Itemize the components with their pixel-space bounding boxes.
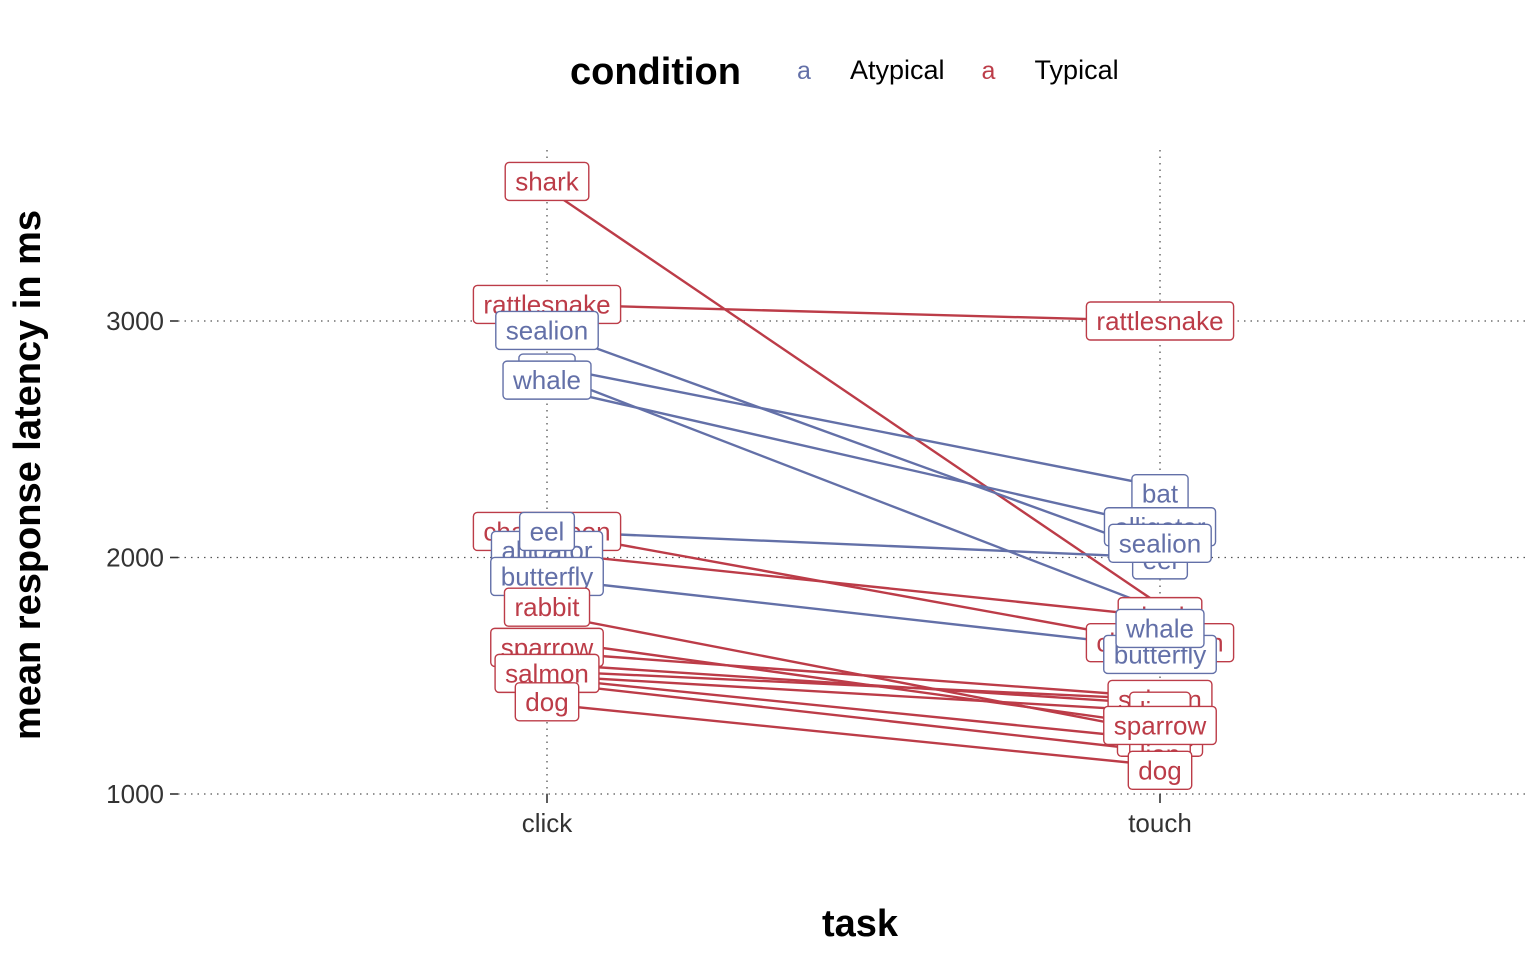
point-label-text: whale bbox=[1125, 613, 1194, 643]
point-label-box bbox=[518, 511, 576, 552]
x-axis-title: task bbox=[822, 903, 899, 945]
point-label: whale bbox=[502, 360, 592, 400]
series-line bbox=[546, 187, 1161, 606]
point-label-box bbox=[495, 310, 599, 351]
series-line bbox=[546, 551, 1161, 618]
point-label-text: sparrow bbox=[1114, 710, 1207, 740]
series-line bbox=[546, 371, 1161, 611]
legend-key-glyph: a bbox=[797, 57, 811, 85]
series-line bbox=[546, 303, 1161, 323]
point-labels: sharkrattlesnakesealionbatwhalechameleon… bbox=[472, 161, 1235, 791]
point-label: rabbit bbox=[503, 587, 591, 627]
point-label-text: dog bbox=[1138, 755, 1181, 785]
series-line bbox=[546, 681, 1161, 753]
x-tick-label: click bbox=[522, 808, 574, 838]
series-line bbox=[546, 674, 1161, 713]
y-axis-title: mean response latency in ms bbox=[7, 210, 49, 740]
point-label-box bbox=[1127, 750, 1193, 791]
series-lines bbox=[546, 187, 1161, 767]
point-label-box bbox=[1108, 523, 1212, 564]
series-line bbox=[546, 676, 1161, 741]
series-line bbox=[546, 530, 1161, 559]
series-line bbox=[546, 386, 1161, 528]
legend-entry-label: Typical bbox=[1035, 55, 1119, 85]
point-label-text: butterfly bbox=[501, 561, 594, 591]
axis-layer: 1000 2000 3000 click touch bbox=[106, 306, 1192, 838]
point-label-box bbox=[503, 587, 591, 627]
point-label: dog bbox=[1127, 750, 1193, 791]
point-label-text: sealion bbox=[1119, 528, 1201, 558]
point-label: shark bbox=[504, 161, 590, 202]
point-label: whale bbox=[1115, 608, 1205, 649]
point-label-text: shark bbox=[515, 166, 580, 196]
series-line bbox=[546, 364, 1161, 488]
point-label-box bbox=[502, 360, 592, 400]
point-label: rattlesnake bbox=[1085, 301, 1235, 341]
series-line bbox=[546, 577, 1161, 649]
series-line bbox=[546, 669, 1161, 701]
legend-entry-label: Atypical bbox=[850, 55, 945, 85]
point-label-box bbox=[1103, 705, 1217, 746]
point-label-text: dog bbox=[525, 687, 568, 717]
series-line bbox=[546, 702, 1161, 767]
point-label-text: rabbit bbox=[514, 592, 580, 622]
point-label-text: rattlesnake bbox=[1096, 306, 1223, 336]
point-label-box bbox=[1115, 608, 1205, 649]
point-label: butterfly bbox=[490, 556, 604, 597]
series-line bbox=[546, 530, 1161, 644]
y-tick-label: 2000 bbox=[106, 543, 164, 573]
series-line bbox=[546, 329, 1161, 554]
point-label-text: sealion bbox=[506, 315, 588, 345]
series-line bbox=[546, 650, 1161, 699]
point-label-text: bat bbox=[1142, 479, 1179, 509]
y-tick-label: 1000 bbox=[106, 779, 164, 809]
point-label-box bbox=[514, 682, 580, 722]
point-label: sealion bbox=[1108, 523, 1212, 564]
point-label: dog bbox=[514, 682, 580, 722]
point-label: sparrow bbox=[1103, 705, 1217, 746]
point-label-box bbox=[504, 161, 590, 202]
y-tick-label: 3000 bbox=[106, 306, 164, 336]
point-label-box bbox=[1085, 301, 1235, 341]
point-label-text: whale bbox=[512, 365, 581, 395]
point-label: sealion bbox=[495, 310, 599, 351]
point-label-text: eel bbox=[530, 516, 565, 546]
point-label: eel bbox=[518, 511, 576, 552]
legend-title: condition bbox=[570, 51, 741, 93]
x-tick-label: touch bbox=[1128, 808, 1192, 838]
legend: condition a Atypical a Typical bbox=[570, 51, 1119, 93]
point-label: bat bbox=[1131, 473, 1189, 514]
legend-key-glyph: a bbox=[982, 57, 996, 85]
grid-layer bbox=[178, 150, 1528, 795]
